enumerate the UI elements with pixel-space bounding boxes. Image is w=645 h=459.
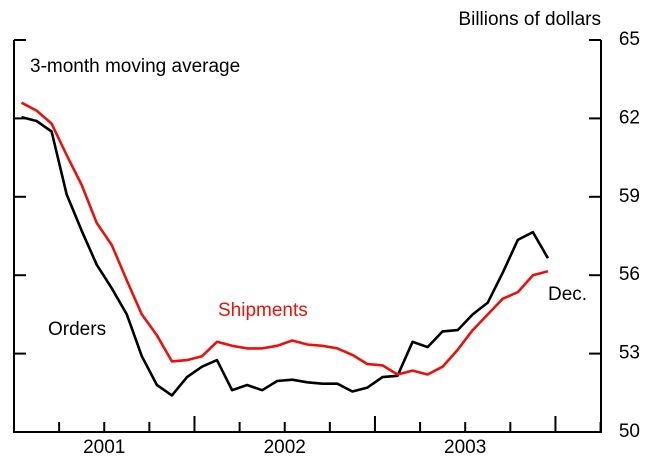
- y-tick-label: 56: [619, 264, 640, 285]
- y-tick-label: 65: [619, 29, 640, 50]
- axis-frame: [13, 40, 602, 433]
- series-label: Shipments: [218, 300, 308, 321]
- y-tick-label: 59: [619, 186, 640, 207]
- x-tick-label: 2002: [264, 437, 306, 458]
- x-tick-label: 2003: [444, 437, 486, 458]
- y-tick-label: 50: [619, 421, 640, 442]
- x-tick-label: 2001: [83, 437, 125, 458]
- end-label: Dec.: [548, 284, 587, 305]
- series-line: [21, 115, 550, 397]
- annotation: 3-month moving average: [30, 56, 240, 77]
- series-line: [20, 101, 549, 376]
- axis-title: Billions of dollars: [458, 9, 601, 30]
- y-tick-label: 53: [619, 343, 640, 364]
- series-label: Orders: [48, 319, 106, 340]
- y-tick-label: 62: [619, 107, 640, 128]
